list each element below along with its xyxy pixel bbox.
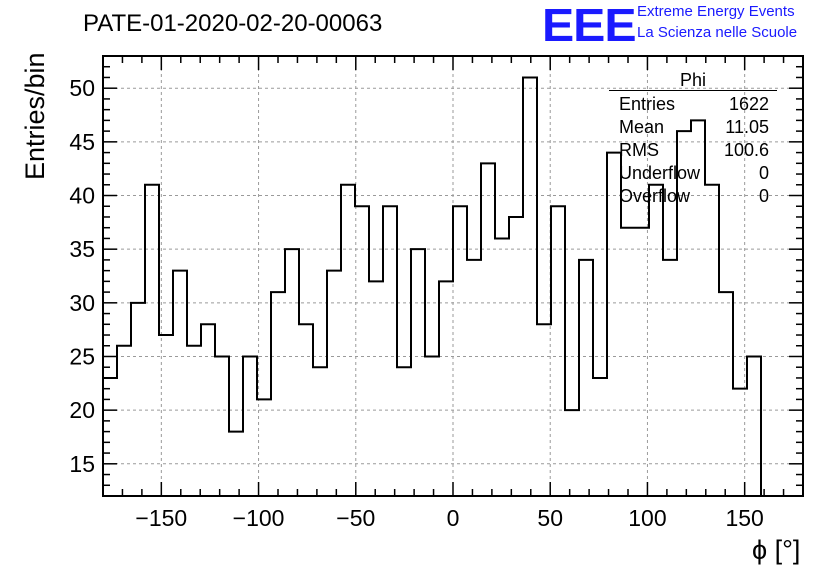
x-tick-label: 50: [537, 505, 563, 531]
histogram-bin: [187, 346, 201, 496]
y-tick-label: 50: [69, 75, 95, 101]
stats-value: 0: [758, 163, 769, 183]
logo-line-1: Extreme Energy Events: [637, 3, 795, 20]
stats-title: Phi: [679, 70, 706, 90]
histogram-bin: [411, 249, 425, 496]
histogram-bin: [257, 399, 271, 496]
x-tick-label: −100: [233, 505, 285, 531]
y-tick-label: 45: [69, 129, 95, 155]
histogram-bin: [215, 356, 229, 496]
histogram-bin: [103, 378, 117, 496]
histogram-bin: [131, 303, 145, 496]
histogram-bin: [243, 356, 257, 496]
axis-tick-labels: −150 −100 −50 0 50 100 150 15 20 25 30 35 40 45 50: [69, 75, 763, 531]
x-tick-label: 150: [725, 505, 763, 531]
stats-box: Phi Entries 1622 Mean 11.05 RMS 100.6 Un…: [609, 70, 777, 208]
y-tick-label: 35: [69, 236, 95, 262]
histogram-bin: [285, 249, 299, 496]
axis-ticks: [103, 56, 803, 496]
x-tick-label: 0: [447, 505, 460, 531]
stats-key: Overflow: [619, 186, 691, 206]
histogram-bin: [565, 410, 579, 496]
histogram-bin: [551, 206, 565, 496]
histogram-outline: [102, 76, 762, 496]
y-tick-label: 15: [69, 451, 95, 477]
x-tick-label: −50: [336, 505, 375, 531]
chart-title: PATE-01-2020-02-20-00063: [83, 10, 383, 37]
histogram-bin: [593, 378, 607, 496]
histogram-bin: [117, 346, 131, 496]
histogram-bin: [145, 185, 159, 496]
y-tick-label: 25: [69, 343, 95, 369]
histogram-bin: [747, 356, 761, 496]
y-tick-label: 20: [69, 397, 95, 423]
stats-value: 11.05: [725, 117, 769, 137]
histogram-bin: [495, 238, 509, 496]
x-tick-label: 100: [628, 505, 666, 531]
histogram-bin: [481, 163, 495, 496]
histogram-bin: [341, 185, 355, 496]
stats-value: 0: [758, 186, 769, 206]
grid-lines: [103, 56, 803, 496]
logo-line-2: La Scienza nelle Scuole: [637, 24, 798, 41]
histogram-bin: [313, 367, 327, 496]
histogram-bin: [355, 206, 369, 496]
stats-key: Mean: [619, 117, 665, 137]
y-tick-label: 30: [69, 290, 95, 316]
histogram-bin: [635, 228, 649, 496]
histogram-bin: [271, 292, 285, 496]
histogram-bin: [397, 367, 411, 496]
histogram-bin: [621, 228, 635, 496]
histogram-bin: [453, 206, 467, 496]
y-tick-label: 40: [69, 183, 95, 209]
y-axis-label: Entries/bin: [20, 52, 50, 180]
x-tick-label: −150: [135, 505, 187, 531]
eee-logo: EEE: [542, 0, 637, 51]
histogram-bin: [467, 260, 481, 496]
histogram-bin: [719, 292, 733, 496]
stats-key: RMS: [619, 140, 659, 160]
histogram-series: [102, 76, 762, 496]
stats-divider: [609, 90, 777, 91]
histogram-bin: [425, 356, 439, 496]
histogram-bin: [173, 271, 187, 496]
histogram-bin: [523, 77, 537, 496]
histogram-bin: [579, 260, 593, 496]
histogram-bin: [705, 185, 719, 496]
x-axis-label: ϕ [°]: [752, 535, 801, 565]
stats-key: Underflow: [619, 163, 701, 183]
histogram-bin: [327, 271, 341, 496]
histogram-bin: [383, 206, 397, 496]
stats-value: 1622: [728, 94, 769, 114]
stats-key: Entries: [619, 94, 676, 114]
stats-value: 100.6: [723, 140, 769, 160]
histogram-bin: [663, 260, 677, 496]
histogram-bin: [649, 185, 663, 496]
